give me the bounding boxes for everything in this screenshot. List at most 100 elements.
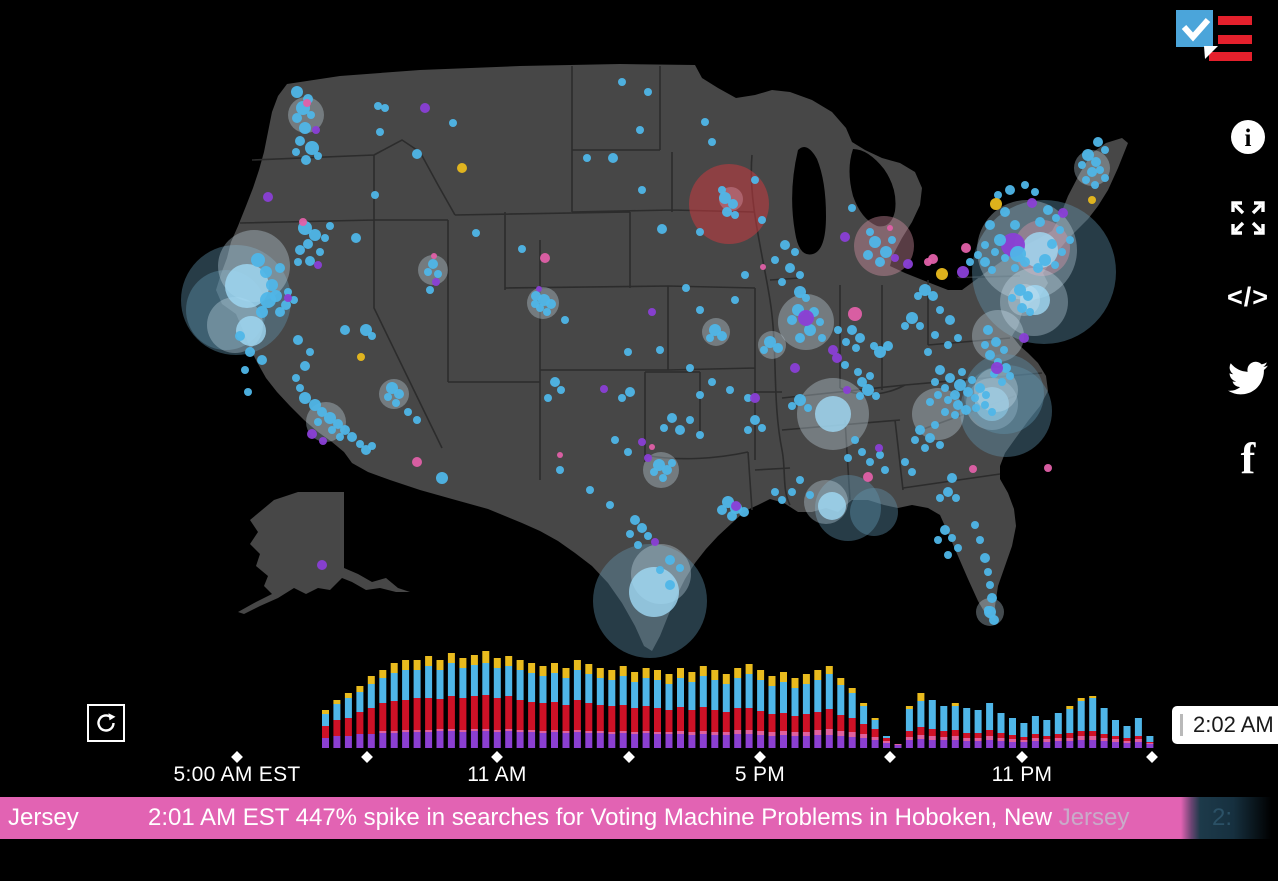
spike-dot[interactable] xyxy=(295,245,305,255)
bar-segment-purple[interactable] xyxy=(1134,742,1142,748)
bar-segment-pink[interactable] xyxy=(837,731,845,736)
spike-dot[interactable] xyxy=(947,473,957,483)
spike-dot[interactable] xyxy=(985,350,995,360)
spike-dot[interactable] xyxy=(852,344,860,352)
spike-dot[interactable] xyxy=(804,324,816,336)
bar-segment-blue[interactable] xyxy=(619,676,627,705)
spike-dot[interactable] xyxy=(653,459,665,471)
bar-segment-pink[interactable] xyxy=(711,732,719,735)
bar-segment-red[interactable] xyxy=(974,733,982,738)
spike-dot[interactable] xyxy=(764,336,776,348)
spike-halo[interactable] xyxy=(629,567,679,617)
bar-segment-yellow[interactable] xyxy=(814,670,822,680)
bar-segment-purple[interactable] xyxy=(722,735,730,748)
spike-dot[interactable] xyxy=(788,402,796,410)
bar-segment-yellow[interactable] xyxy=(699,666,707,676)
spike-dot[interactable] xyxy=(1017,303,1027,313)
spike-dot[interactable] xyxy=(314,261,322,269)
bar-segment-blue[interactable] xyxy=(1054,713,1062,734)
bar-segment-yellow[interactable] xyxy=(413,660,421,670)
bar-segment-red[interactable] xyxy=(814,712,822,730)
bar-segment-pink[interactable] xyxy=(688,732,696,735)
bar-segment-blue[interactable] xyxy=(814,680,822,712)
spike-dot[interactable] xyxy=(866,458,874,466)
bar-segment-blue[interactable] xyxy=(470,665,478,696)
spike-dot[interactable] xyxy=(630,515,640,525)
spike-dot[interactable] xyxy=(420,103,430,113)
spike-dot[interactable] xyxy=(1043,205,1053,215)
timeline-stacked-bars[interactable] xyxy=(322,651,1154,748)
bar-segment-pink[interactable] xyxy=(745,730,753,734)
bar-segment-red[interactable] xyxy=(928,729,936,736)
spike-dot[interactable] xyxy=(744,394,752,402)
spike-dot[interactable] xyxy=(1096,166,1104,174)
spike-dot[interactable] xyxy=(961,243,971,253)
spike-dot[interactable] xyxy=(299,122,311,134)
spike-dot[interactable] xyxy=(309,229,321,241)
bar-segment-pink[interactable] xyxy=(871,737,879,740)
spike-dot[interactable] xyxy=(1087,167,1097,177)
spike-dot[interactable] xyxy=(1020,257,1030,267)
spike-halo[interactable] xyxy=(850,488,898,536)
spike-dot[interactable] xyxy=(557,452,563,458)
bar-segment-yellow[interactable] xyxy=(539,666,547,676)
spike-dot[interactable] xyxy=(384,393,392,401)
bar-segment-purple[interactable] xyxy=(562,733,570,748)
bar-segment-pink[interactable] xyxy=(379,731,387,733)
bar-segment-pink[interactable] xyxy=(1134,739,1142,742)
spike-dot[interactable] xyxy=(856,392,864,400)
bar-segment-purple[interactable] xyxy=(436,731,444,748)
spike-dot[interactable] xyxy=(854,368,862,376)
bar-segment-blue[interactable] xyxy=(585,674,593,703)
spike-dot[interactable] xyxy=(869,236,881,248)
spike-dot[interactable] xyxy=(305,256,315,266)
spike-dot[interactable] xyxy=(303,99,311,107)
bar-segment-yellow[interactable] xyxy=(505,656,513,666)
map-spike-dots[interactable] xyxy=(235,78,1109,625)
bar-segment-blue[interactable] xyxy=(447,663,455,696)
spike-dot[interactable] xyxy=(426,286,434,294)
bar-segment-yellow[interactable] xyxy=(402,660,410,670)
spike-dot[interactable] xyxy=(903,259,913,269)
spike-dot[interactable] xyxy=(863,250,873,260)
bar-segment-red[interactable] xyxy=(1123,738,1131,741)
bar-segment-red[interactable] xyxy=(1020,737,1028,740)
bar-segment-pink[interactable] xyxy=(619,731,627,733)
spike-dot[interactable] xyxy=(842,338,850,346)
bar-segment-purple[interactable] xyxy=(780,735,787,748)
bar-segment-red[interactable] xyxy=(333,720,341,736)
spike-dot[interactable] xyxy=(952,494,960,502)
spike-dot[interactable] xyxy=(934,391,942,399)
spike-dot[interactable] xyxy=(1091,157,1101,167)
bar-segment-pink[interactable] xyxy=(974,738,982,741)
bar-segment-yellow[interactable] xyxy=(573,660,581,670)
spike-dot[interactable] xyxy=(963,387,973,397)
bar-segment-purple[interactable] xyxy=(1009,742,1016,748)
spike-dot[interactable] xyxy=(686,416,694,424)
spike-dot[interactable] xyxy=(1001,363,1011,373)
bar-segment-purple[interactable] xyxy=(1066,741,1074,748)
bar-segment-red[interactable] xyxy=(608,706,616,732)
bar-segment-red[interactable] xyxy=(917,727,925,735)
bar-segment-red[interactable] xyxy=(768,714,776,732)
bar-segment-blue[interactable] xyxy=(871,720,879,729)
bar-segment-pink[interactable] xyxy=(1123,741,1131,743)
spike-dot[interactable] xyxy=(662,465,672,475)
bar-segment-blue[interactable] xyxy=(745,674,753,708)
bar-segment-red[interactable] xyxy=(447,696,455,729)
bar-segment-blue[interactable] xyxy=(367,684,375,708)
bar-segment-red[interactable] xyxy=(1100,734,1108,738)
bar-segment-red[interactable] xyxy=(734,708,742,730)
bar-segment-pink[interactable] xyxy=(505,729,513,731)
spike-dot[interactable] xyxy=(771,488,779,496)
bar-segment-red[interactable] xyxy=(677,707,684,731)
bar-segment-pink[interactable] xyxy=(425,730,433,732)
bar-segment-purple[interactable] xyxy=(1089,740,1097,748)
bar-segment-blue[interactable] xyxy=(322,714,329,726)
bar-segment-pink[interactable] xyxy=(997,738,1005,741)
spike-dot[interactable] xyxy=(682,284,690,292)
bar-segment-blue[interactable] xyxy=(1134,718,1142,736)
bar-segment-yellow[interactable] xyxy=(642,668,650,678)
spike-dot[interactable] xyxy=(668,459,676,467)
spike-dot[interactable] xyxy=(638,186,646,194)
